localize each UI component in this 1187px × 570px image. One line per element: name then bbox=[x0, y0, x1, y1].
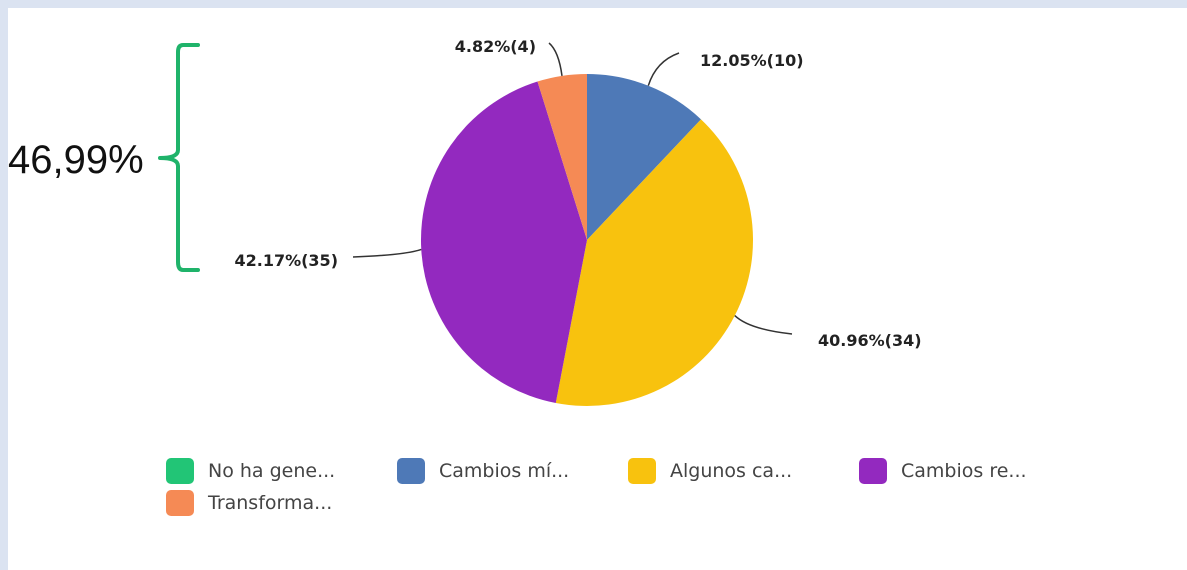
slice-label-3: 42.17%(35) bbox=[234, 251, 338, 270]
pie-slice-4 bbox=[537, 74, 587, 240]
curly-brace-bracket bbox=[158, 43, 200, 272]
slice-labels: 12.05%(10) 40.96%(34) 42.17%(35) 4.82%(4) bbox=[234, 37, 921, 350]
legend-swatch bbox=[397, 458, 425, 484]
legend-item-2[interactable]: Algunos ca... bbox=[628, 457, 859, 485]
legend-swatch bbox=[628, 458, 656, 484]
legend-item-1[interactable]: Cambios mí... bbox=[397, 457, 628, 485]
legend-label: No ha gene... bbox=[208, 460, 336, 482]
legend-label: Algunos ca... bbox=[670, 460, 793, 482]
legend-swatch bbox=[859, 458, 887, 484]
slice-label-1: 12.05%(10) bbox=[700, 51, 804, 70]
legend-label: Cambios mí... bbox=[439, 460, 570, 482]
legend-label: Transforma... bbox=[208, 492, 333, 514]
slice-label-4: 4.82%(4) bbox=[455, 37, 536, 56]
pie-slice-2 bbox=[555, 119, 753, 407]
slice-label-2: 40.96%(34) bbox=[818, 331, 922, 350]
legend-swatch bbox=[166, 458, 194, 484]
pie-slices bbox=[420, 74, 753, 407]
leader-line-2 bbox=[734, 315, 793, 335]
chart-panel: 12.05%(10) 40.96%(34) 42.17%(35) 4.82%(4) 4… bbox=[8, 8, 1187, 570]
pie-slice-3 bbox=[420, 81, 587, 404]
chart-legend: No ha gene... Cambios mí... Algunos ca... C… bbox=[166, 457, 1096, 517]
legend-item-0[interactable]: No ha gene... bbox=[166, 457, 397, 485]
legend-item-3[interactable]: Cambios re... bbox=[859, 457, 1090, 485]
leader-line-1 bbox=[647, 52, 680, 86]
leader-line-4 bbox=[548, 42, 563, 76]
brace-annotation-value: 46,99% bbox=[8, 138, 144, 182]
legend-item-4[interactable]: Transforma... bbox=[166, 489, 397, 517]
pie-chart: 12.05%(10) 40.96%(34) 42.17%(35) 4.82%(4) bbox=[158, 37, 922, 407]
leader-lines bbox=[352, 42, 793, 335]
legend-swatch bbox=[166, 490, 194, 516]
pie-slice-1 bbox=[587, 74, 701, 240]
legend-label: Cambios re... bbox=[901, 460, 1027, 482]
leader-line-3 bbox=[352, 248, 422, 258]
